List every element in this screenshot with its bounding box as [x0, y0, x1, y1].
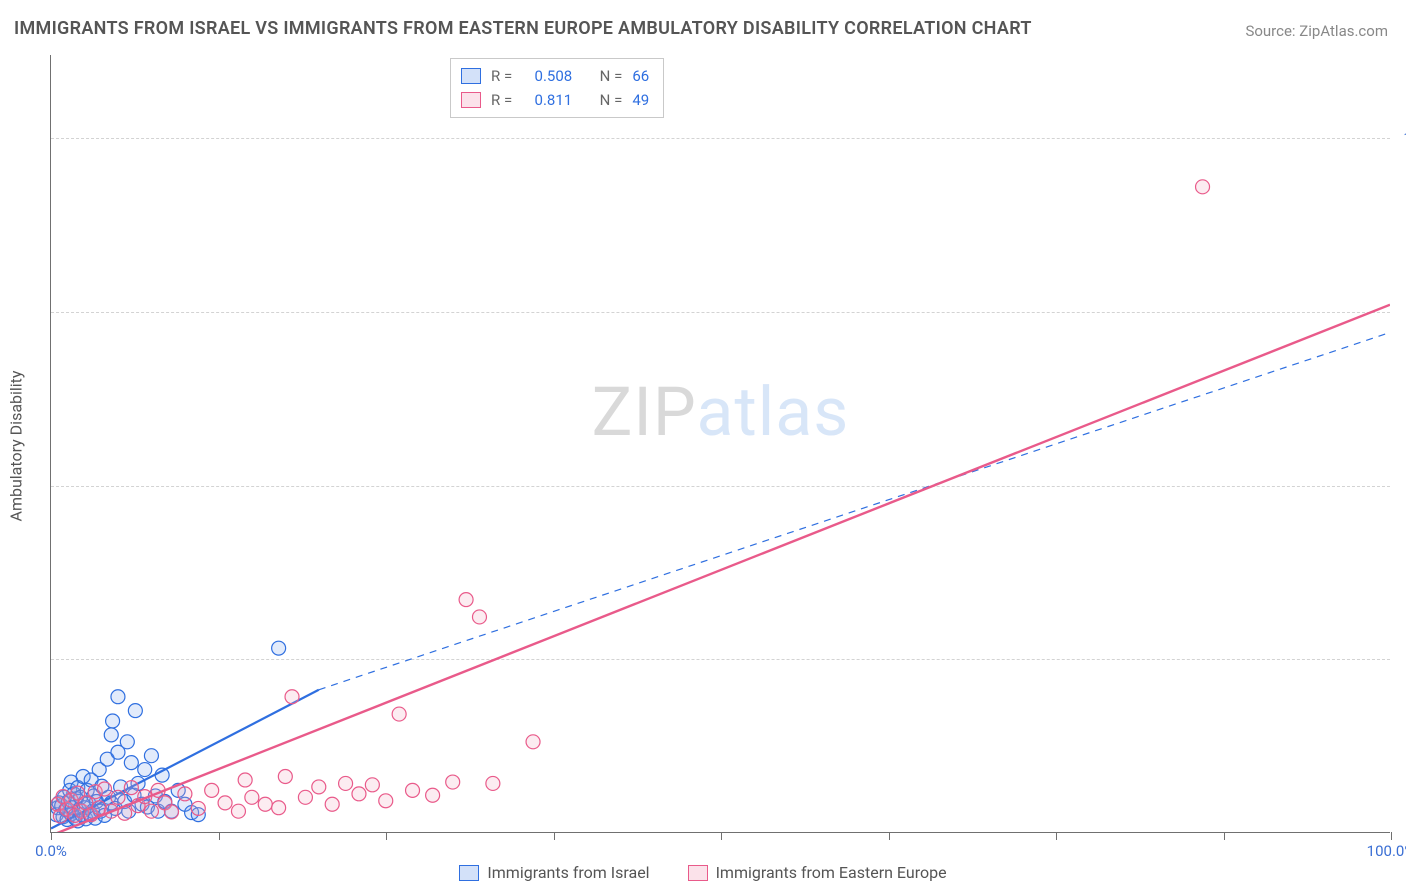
- source-link[interactable]: ZipAtlas.com: [1299, 22, 1388, 40]
- data-point-israel: [144, 749, 158, 763]
- r-label: R =: [491, 91, 512, 109]
- data-point-eastern_europe: [526, 735, 540, 749]
- series-legend-label: Immigrants from Israel: [487, 863, 649, 882]
- x-tick: [1391, 832, 1392, 840]
- x-tick: [554, 832, 555, 840]
- data-point-eastern_europe: [339, 776, 353, 790]
- data-point-israel: [128, 704, 142, 718]
- data-point-israel: [106, 714, 120, 728]
- data-point-eastern_europe: [258, 797, 272, 811]
- x-tick: [1224, 832, 1225, 840]
- series-legend-item-eastern_europe: Immigrants from Eastern Europe: [688, 863, 947, 882]
- data-point-eastern_europe: [459, 593, 473, 607]
- data-point-eastern_europe: [298, 790, 312, 804]
- legend-swatch: [461, 92, 481, 108]
- data-point-israel: [272, 641, 286, 655]
- data-point-eastern_europe: [272, 801, 286, 815]
- data-point-eastern_europe: [406, 783, 420, 797]
- x-tick: [721, 832, 722, 840]
- series-legend-label: Immigrants from Eastern Europe: [716, 863, 947, 882]
- plot-area: ZIPatlas 25.0%50.0%75.0%100.0%0.0%100.0%: [50, 55, 1390, 833]
- data-point-eastern_europe: [285, 690, 299, 704]
- legend-swatch: [459, 865, 479, 881]
- x-tick: [889, 832, 890, 840]
- data-point-eastern_europe: [486, 776, 500, 790]
- source-attribution: Source: ZipAtlas.com: [1245, 22, 1388, 40]
- data-point-eastern_europe: [379, 794, 393, 808]
- correlation-legend: R = 0.508 N = 66 R = 0.811 N = 49: [450, 58, 664, 118]
- data-point-eastern_europe: [111, 790, 125, 804]
- n-label: N =: [600, 67, 623, 85]
- corr-legend-row-israel: R = 0.508 N = 66: [461, 64, 649, 88]
- data-point-israel: [138, 763, 152, 777]
- legend-swatch: [461, 68, 481, 84]
- plot-svg: [51, 55, 1390, 832]
- data-point-israel: [104, 728, 118, 742]
- data-point-eastern_europe: [365, 778, 379, 792]
- data-point-eastern_europe: [352, 787, 366, 801]
- r-value: 0.811: [522, 91, 572, 109]
- data-point-eastern_europe: [245, 790, 259, 804]
- n-value: 66: [632, 67, 649, 85]
- data-point-eastern_europe: [231, 804, 245, 818]
- data-point-eastern_europe: [218, 796, 232, 810]
- data-point-eastern_europe: [472, 610, 486, 624]
- y-axis-label: Ambulatory Disability: [7, 371, 26, 522]
- data-point-eastern_europe: [165, 805, 179, 819]
- data-point-eastern_europe: [98, 782, 112, 796]
- x-tick: [51, 832, 52, 840]
- regression-extension-israel: [319, 333, 1390, 690]
- data-point-eastern_europe: [446, 775, 460, 789]
- data-point-eastern_europe: [238, 773, 252, 787]
- series-legend-item-israel: Immigrants from Israel: [459, 863, 649, 882]
- x-tick: [1056, 832, 1057, 840]
- x-tick-label: 100.0%: [1367, 842, 1406, 860]
- r-value: 0.508: [522, 67, 572, 85]
- data-point-eastern_europe: [205, 783, 219, 797]
- n-value: 49: [632, 91, 649, 109]
- r-label: R =: [491, 67, 512, 85]
- x-tick: [386, 832, 387, 840]
- data-point-eastern_europe: [191, 801, 205, 815]
- source-label: Source:: [1245, 22, 1295, 40]
- corr-legend-row-eastern_europe: R = 0.811 N = 49: [461, 88, 649, 112]
- data-point-eastern_europe: [325, 797, 339, 811]
- data-point-eastern_europe: [392, 707, 406, 721]
- x-tick-label: 0.0%: [35, 842, 67, 860]
- n-label: N =: [600, 91, 623, 109]
- data-point-eastern_europe: [312, 780, 326, 794]
- legend-swatch: [688, 865, 708, 881]
- chart-title: IMMIGRANTS FROM ISRAEL VS IMMIGRANTS FRO…: [14, 18, 1032, 39]
- data-point-eastern_europe: [144, 804, 158, 818]
- x-tick: [219, 832, 220, 840]
- data-point-israel: [124, 756, 138, 770]
- data-point-israel: [120, 735, 134, 749]
- regression-line-eastern_europe: [51, 305, 1390, 832]
- data-point-eastern_europe: [278, 770, 292, 784]
- data-point-eastern_europe: [1196, 180, 1210, 194]
- series-legend: Immigrants from Israel Immigrants from Ea…: [0, 863, 1406, 882]
- data-point-eastern_europe: [124, 781, 138, 795]
- data-point-eastern_europe: [178, 787, 192, 801]
- data-point-eastern_europe: [426, 788, 440, 802]
- data-point-israel: [111, 690, 125, 704]
